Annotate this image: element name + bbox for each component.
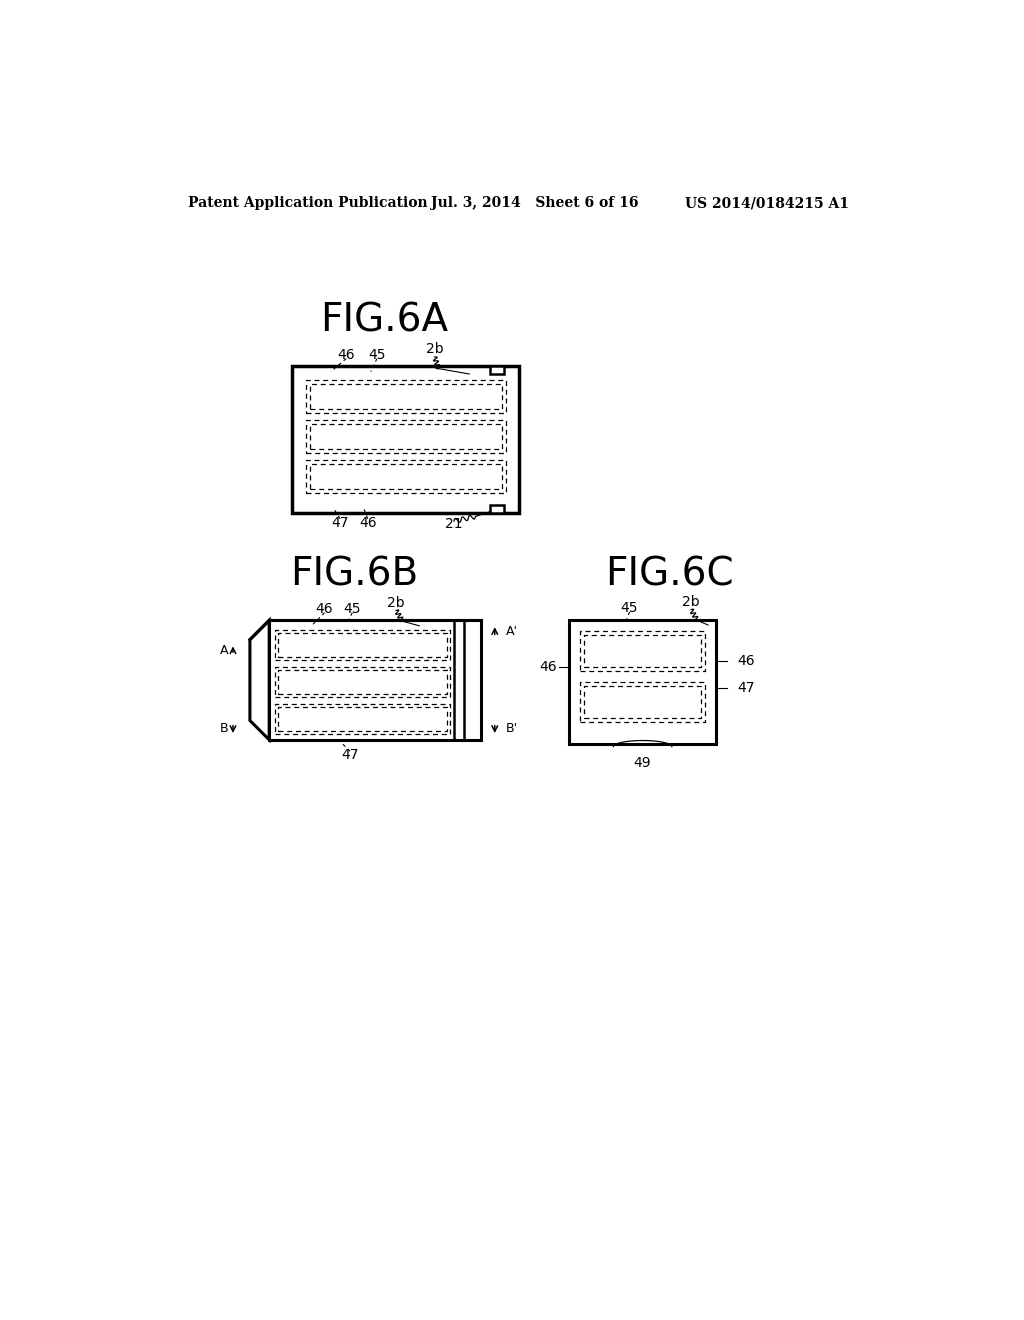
- Text: US 2014/0184215 A1: US 2014/0184215 A1: [685, 197, 849, 210]
- Text: 46: 46: [358, 516, 377, 529]
- Text: 2b: 2b: [682, 595, 700, 609]
- Text: 46: 46: [539, 660, 557, 675]
- Polygon shape: [250, 620, 269, 739]
- Text: A': A': [506, 624, 517, 638]
- Bar: [292, 367, 519, 512]
- Text: 47: 47: [331, 516, 349, 529]
- Bar: [490, 366, 504, 374]
- Text: 47: 47: [341, 748, 358, 762]
- Text: 46: 46: [737, 653, 755, 668]
- Text: 46: 46: [337, 347, 355, 362]
- Text: 45: 45: [369, 347, 386, 362]
- Text: B: B: [219, 722, 228, 735]
- Text: 21: 21: [445, 517, 463, 531]
- Text: 2b: 2b: [387, 595, 406, 610]
- Text: 45: 45: [344, 602, 361, 616]
- Text: Patent Application Publication: Patent Application Publication: [188, 197, 428, 210]
- Text: 49: 49: [634, 756, 651, 770]
- Text: FIG.6A: FIG.6A: [321, 301, 449, 339]
- Text: FIG.6B: FIG.6B: [290, 556, 418, 593]
- Text: 2b: 2b: [426, 342, 443, 355]
- Text: Jul. 3, 2014   Sheet 6 of 16: Jul. 3, 2014 Sheet 6 of 16: [431, 197, 638, 210]
- Text: 47: 47: [737, 681, 755, 696]
- Text: B': B': [506, 722, 518, 735]
- Text: 46: 46: [315, 602, 334, 616]
- Text: A: A: [219, 644, 228, 657]
- Text: FIG.6C: FIG.6C: [605, 556, 734, 593]
- Text: 45: 45: [621, 601, 638, 615]
- Bar: [569, 620, 716, 743]
- Bar: [269, 620, 481, 739]
- Bar: [490, 506, 504, 512]
